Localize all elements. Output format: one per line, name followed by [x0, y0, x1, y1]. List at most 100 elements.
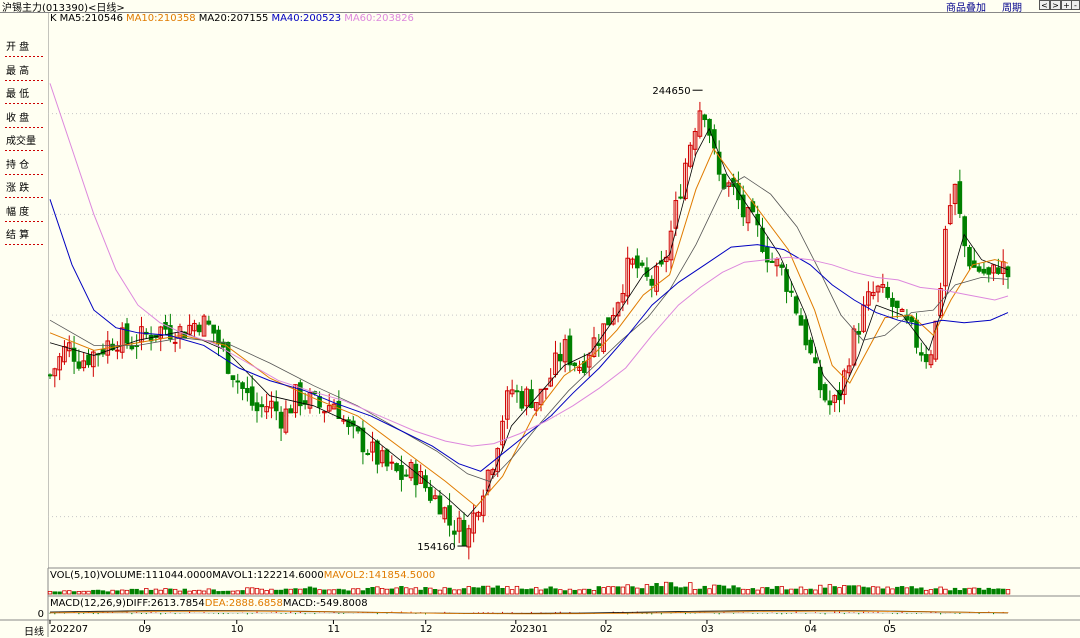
- high-price-annotation: 244650: [652, 86, 690, 97]
- volume-bar: [976, 587, 982, 595]
- volume-bar: [293, 588, 298, 595]
- x-axis-label: 04: [804, 624, 817, 635]
- volume-bar: [312, 587, 317, 595]
- volume-bar: [346, 590, 351, 595]
- volume-bar: [481, 585, 486, 595]
- candle-down: [360, 427, 366, 453]
- volume-bar: [249, 587, 255, 595]
- candle-up: [158, 326, 164, 339]
- volume-bar: [1000, 588, 1006, 595]
- candle-up: [625, 257, 630, 297]
- candle-down: [808, 339, 813, 354]
- volume-bar: [476, 587, 481, 595]
- volume-bar: [399, 586, 404, 595]
- quote-field-row: 最 低: [3, 82, 45, 104]
- field-underline: [5, 56, 43, 57]
- volume-bar: [586, 588, 592, 595]
- candle-up: [432, 495, 438, 499]
- candle-down: [168, 325, 173, 340]
- ma10-line: [49, 147, 1009, 508]
- macd-legend-item-0: MACD(12,26,9): [50, 598, 126, 609]
- candle-down: [235, 380, 241, 383]
- candle-up: [480, 495, 486, 516]
- volume-bar: [712, 584, 717, 595]
- volume-bar: [120, 589, 125, 595]
- volume-bar: [331, 589, 337, 595]
- volume-bar: [360, 590, 366, 595]
- candle-down: [365, 452, 371, 455]
- volume-bar: [216, 591, 221, 595]
- volume-bar: [952, 587, 958, 595]
- candle-down: [769, 260, 775, 263]
- candle-down: [909, 316, 915, 323]
- volume-bar: [379, 587, 385, 595]
- quote-field-label: 结 算: [6, 230, 30, 241]
- volume-bar: [452, 589, 457, 595]
- volume-bar: [769, 588, 775, 595]
- volume-bar: [895, 586, 900, 595]
- candle-down: [71, 347, 77, 362]
- volume-bar: [91, 589, 96, 595]
- volume-bar: [461, 588, 467, 595]
- volume-bar: [490, 587, 496, 595]
- candle-down: [129, 345, 135, 350]
- volume-bar: [745, 589, 751, 595]
- candle-down: [817, 366, 823, 391]
- volume-bar: [206, 588, 212, 595]
- candle-down: [196, 324, 202, 333]
- volume-bar: [726, 588, 731, 595]
- volume-bar: [750, 588, 756, 595]
- volume-bar: [221, 590, 226, 595]
- period-label: 日线: [24, 627, 44, 638]
- low-price-annotation: 154160: [417, 542, 455, 553]
- candle-up: [322, 411, 327, 414]
- field-underline: [5, 220, 43, 222]
- volume-bar: [972, 587, 977, 595]
- volume-bar: [144, 588, 149, 595]
- field-underline: [5, 103, 43, 104]
- volume-bar: [110, 589, 115, 595]
- volume-bar: [466, 586, 472, 595]
- volume-bar: [919, 587, 924, 595]
- period-link[interactable]: 周期: [1002, 3, 1022, 14]
- volume-bar: [370, 587, 375, 595]
- scroll-right-button[interactable]: >: [1050, 0, 1061, 10]
- volume-bars-group: [47, 581, 1011, 595]
- volume-bar: [225, 590, 231, 595]
- candle-down: [976, 266, 982, 272]
- volume-bar: [678, 587, 683, 595]
- volume-bar: [524, 589, 529, 595]
- volume-legend: VOL(5,10)VOLUME:111044.0000MAVOL1:122214…: [50, 570, 435, 581]
- ma-legend-item-5: MA60:203826: [344, 13, 414, 24]
- candle-up: [630, 258, 635, 265]
- candle-down: [962, 216, 967, 247]
- volume-bar: [716, 584, 722, 595]
- x-axis-label: 12: [420, 624, 433, 635]
- volume-bar: [702, 585, 707, 595]
- volume-bar: [962, 588, 967, 595]
- macd-legend: MACD(12,26,9)DIFF:2613.7854DEA:2888.6858…: [50, 598, 368, 609]
- commodity-overlay-link[interactable]: 商品叠加: [946, 3, 986, 14]
- volume-bar: [899, 586, 905, 595]
- volume-bar: [514, 585, 520, 595]
- volume-bar: [721, 585, 727, 595]
- volume-bar: [548, 586, 553, 595]
- scroll-left-button[interactable]: <: [1039, 0, 1050, 10]
- candle-up: [880, 284, 886, 288]
- candle-down: [813, 357, 818, 364]
- volume-bar: [423, 587, 428, 595]
- candle-down: [572, 362, 578, 367]
- candle-down: [716, 151, 722, 175]
- volume-bar: [418, 589, 423, 595]
- volume-bar: [659, 586, 664, 595]
- candle-down: [206, 320, 212, 325]
- volume-bar: [495, 585, 500, 595]
- volume-bar: [230, 590, 236, 595]
- volume-bar: [278, 589, 284, 595]
- volume-bar: [553, 588, 558, 595]
- candle-down: [740, 194, 746, 218]
- volume-bar: [153, 588, 159, 595]
- candle-down: [957, 181, 963, 214]
- macd-legend-item-3: MACD:-549.8008: [282, 598, 368, 609]
